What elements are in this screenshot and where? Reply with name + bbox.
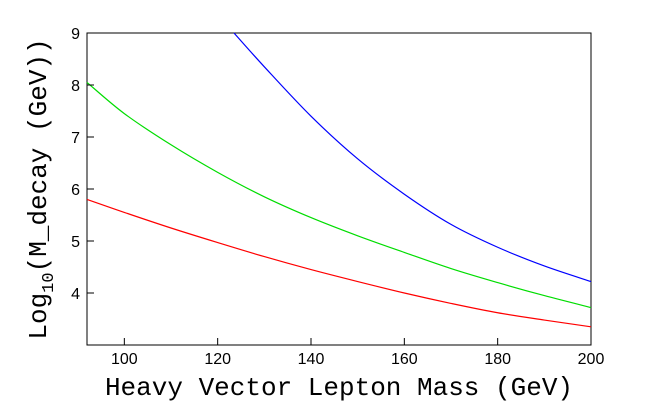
series-line-2 <box>86 81 592 309</box>
y-tick-label: 6 <box>71 182 80 199</box>
x-tick-label: 120 <box>204 351 231 368</box>
y-axis-title-subscript: 10 <box>40 272 59 292</box>
x-tick-label: 160 <box>391 351 418 368</box>
y-tick-label: 5 <box>71 234 80 251</box>
x-tick-label: 140 <box>298 351 325 368</box>
y-axis-title-main: Log <box>24 293 54 340</box>
y-tick-label: 9 <box>71 26 80 43</box>
x-tick-label: 200 <box>578 351 605 368</box>
series-line-1 <box>233 32 592 283</box>
y-tick-label: 8 <box>71 78 80 95</box>
y-axis-title: Log10(M_decay (GeV)) <box>24 38 59 339</box>
x-axis-title: Heavy Vector Lepton Mass (GeV) <box>105 373 573 403</box>
x-tick-label: 180 <box>484 351 511 368</box>
plot-frame <box>86 32 592 346</box>
x-tick-label: 100 <box>111 351 138 368</box>
y-axis-title-rest: (M_decay (GeV)) <box>24 38 54 272</box>
y-tick-label: 4 <box>71 286 80 303</box>
series-line-3 <box>86 198 592 328</box>
series-layer <box>86 32 592 328</box>
ticks-layer: 100 120 140 160 180 200 4 5 6 7 8 9 <box>71 26 604 368</box>
y-tick-label: 7 <box>71 130 80 147</box>
